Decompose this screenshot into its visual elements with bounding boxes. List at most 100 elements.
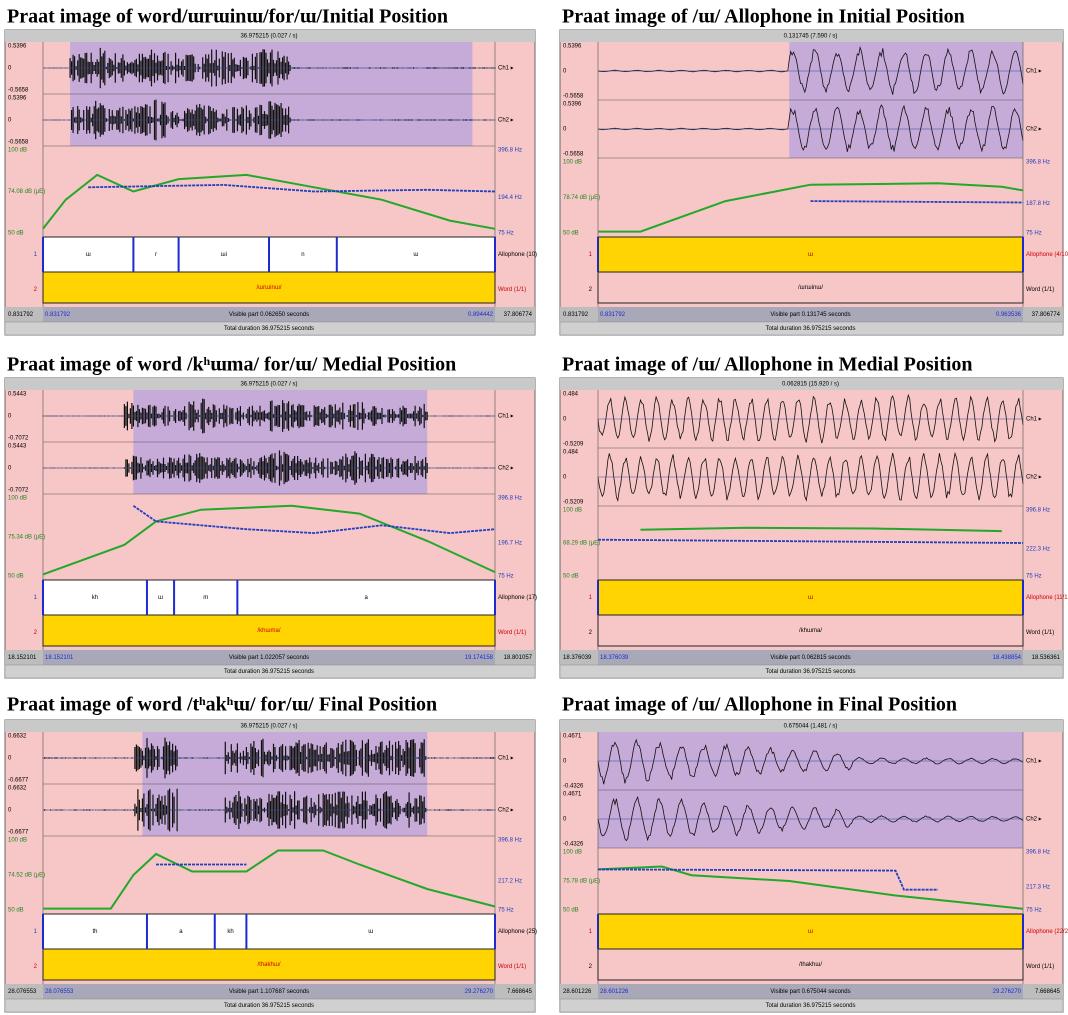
hz-min: 75 Hz: [1026, 574, 1042, 580]
top-bar-label: 36.975215 (0.027 / s): [240, 724, 297, 730]
total-duration: Total duration 36.975215 seconds: [224, 669, 314, 675]
total-duration: Total duration 36.975215 seconds: [765, 669, 855, 675]
segment-label: th: [92, 929, 97, 935]
amp-max: 0.5443: [8, 392, 27, 398]
window-end: 7.668645: [507, 989, 533, 995]
total-duration: Total duration 36.975215 seconds: [224, 1003, 314, 1009]
window-end: 7.668645: [1035, 989, 1061, 995]
tier2-name: Word (1/1): [498, 287, 526, 293]
amp-min: -0.5658: [563, 94, 584, 100]
selection-end: 19.174158: [465, 655, 494, 661]
word-label: /khɯma/: [257, 628, 280, 634]
segment-label: ɯ: [368, 929, 373, 935]
tier1-name: Allophone (17): [498, 595, 537, 601]
segment-label: kh: [92, 595, 98, 601]
intensity-label: 74.52 dB (μE): [8, 873, 45, 879]
visible-part: Visible part 0.062815 seconds: [770, 655, 850, 661]
word-label: /thakhɯ/: [257, 962, 280, 968]
channel-label: Ch1 ▸: [498, 414, 514, 420]
tier2-name: Word (1/1): [1026, 964, 1054, 970]
pitch-label: 194.4 Hz: [498, 195, 522, 201]
db-min: 50 dB: [8, 908, 24, 914]
segment-label: kh: [227, 929, 233, 935]
pitch-label: 222.3 Hz: [1026, 547, 1050, 553]
db-min: 50 dB: [8, 574, 24, 580]
db-max: 100 dB: [8, 148, 27, 154]
tier1-name: Allophone (10): [498, 252, 537, 258]
amp-max: 0.6632: [8, 786, 27, 792]
page: Praat image of word/ɯrɯinɯ/for/ɯ/Initial…: [0, 0, 1068, 1015]
tier2-name: Word (1/1): [1026, 630, 1054, 636]
db-max: 100 dB: [563, 160, 582, 166]
hz-max: 396.8 Hz: [1026, 160, 1050, 166]
tier2-name: Word (1/1): [1026, 287, 1054, 293]
amp-min: -0.4326: [563, 842, 584, 848]
tier1-name: Allophone (22/25): [1026, 929, 1068, 935]
tier1-name: Allophone (25): [498, 929, 537, 935]
tier2-name: Word (1/1): [498, 964, 526, 970]
total-duration: Total duration 36.975215 seconds: [224, 326, 314, 332]
segment-label: ɯ: [808, 252, 813, 258]
amp-max: 0.5396: [563, 102, 582, 108]
amp-max: 0.5443: [8, 444, 27, 450]
db-max: 100 dB: [563, 508, 582, 514]
amp-min: -0.5658: [8, 88, 29, 94]
segment-label: ɯ: [86, 252, 91, 258]
visible-part: Visible part 1.022057 seconds: [229, 655, 309, 661]
tier2-name: Word (1/1): [498, 630, 526, 636]
amp-min: -0.4326: [563, 784, 584, 790]
top-bar-label: 0.675044 (1.481 / s): [784, 724, 838, 730]
db-max: 100 dB: [563, 850, 582, 856]
db-min: 50 dB: [563, 574, 579, 580]
amp-max: 0.484: [563, 450, 579, 456]
window-end: 18.536361: [1032, 655, 1061, 661]
hz-max: 396.8 Hz: [498, 148, 522, 154]
word-label: /khɯma/: [799, 628, 822, 634]
hz-min: 75 Hz: [1026, 231, 1042, 237]
channel-label: Ch2 ▸: [498, 466, 514, 472]
segment-label: ɯ: [808, 595, 813, 601]
tier1-name: Allophone (11/17): [1026, 595, 1068, 601]
total-duration: Total duration 36.975215 seconds: [765, 326, 855, 332]
visible-part: Visible part 0.062650 seconds: [229, 312, 309, 318]
visible-part: Visible part 1.107687 seconds: [229, 989, 309, 995]
channel-label: Ch1 ▸: [1026, 69, 1042, 75]
segment-label: r: [155, 252, 157, 258]
db-min: 50 dB: [563, 231, 579, 237]
selection-start: 0.831792: [600, 312, 626, 318]
amp-max: 0.4671: [563, 792, 582, 798]
panel-title: Praat image of word/ɯrɯinɯ/for/ɯ/Initial…: [7, 6, 448, 28]
db-max: 100 dB: [8, 496, 27, 502]
selection-start: 28.076553: [45, 989, 74, 995]
top-bar-label: 0.062815 (15.920 / s): [782, 382, 839, 388]
channel-label: Ch2 ▸: [1026, 475, 1042, 481]
amp-max: 0.5396: [8, 44, 27, 50]
channel-label: Ch1 ▸: [1026, 417, 1042, 423]
channel-label: Ch1 ▸: [1026, 759, 1042, 765]
window-start: 28.076553: [8, 989, 37, 995]
window-start: 18.152101: [8, 655, 37, 661]
window-end: 37.806774: [504, 312, 533, 318]
window-end: 37.806774: [1032, 312, 1061, 318]
segment-label: ɯ: [413, 252, 418, 258]
allophone-tier: [43, 580, 495, 615]
amp-min: -0.7072: [8, 488, 29, 494]
hz-min: 75 Hz: [498, 908, 514, 914]
selection-start: 28.601226: [600, 989, 629, 995]
segment-label: ɯ: [158, 595, 163, 601]
db-min: 50 dB: [8, 231, 24, 237]
visible-part: Visible part 0.675044 seconds: [770, 989, 850, 995]
amp-max: 0.5396: [8, 96, 27, 102]
hz-min: 75 Hz: [498, 231, 514, 237]
channel-label: Ch1 ▸: [498, 756, 514, 762]
pitch-label: 187.8 Hz: [1026, 201, 1050, 207]
selection-end: 18.438854: [993, 655, 1022, 661]
hz-min: 75 Hz: [498, 574, 514, 580]
window-start: 28.601226: [563, 989, 592, 995]
selection-start: 18.152101: [45, 655, 74, 661]
panel-title: Praat image of word /kʰɯma/ for/ɯ/ Media…: [7, 354, 456, 376]
